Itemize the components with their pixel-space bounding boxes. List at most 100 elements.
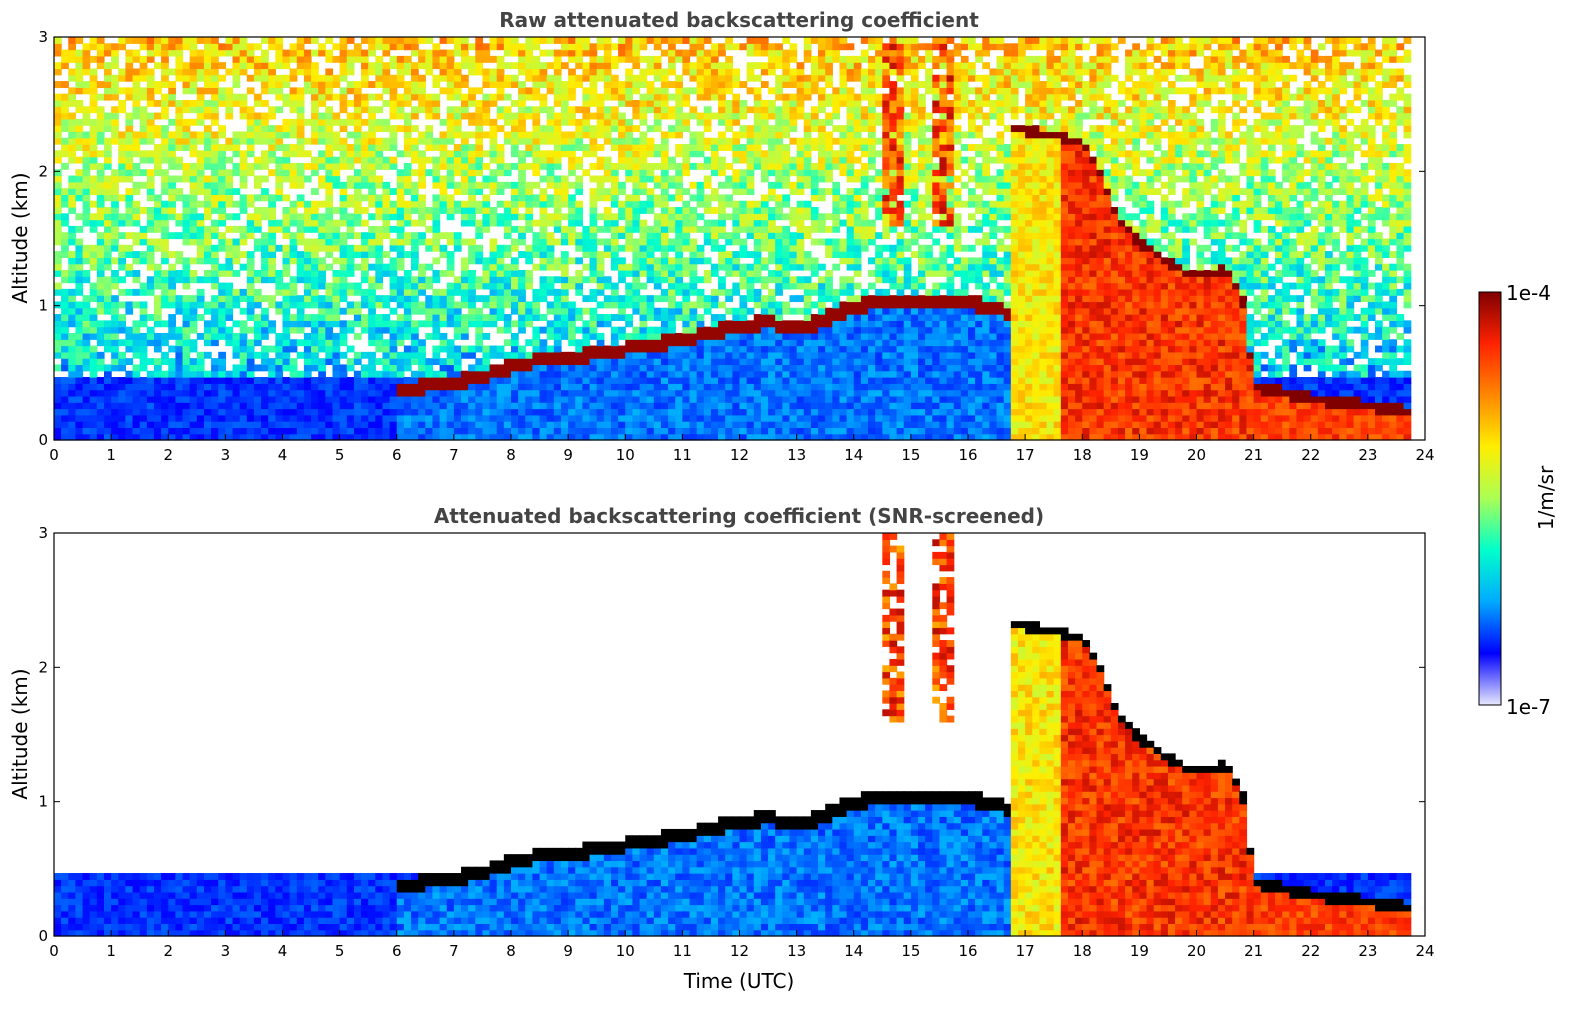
heatmap-cell [732, 112, 741, 120]
heatmap-cell [625, 295, 633, 303]
heatmap-cell [560, 364, 569, 372]
heatmap-cell [603, 295, 612, 303]
heatmap-cell [482, 320, 491, 328]
heatmap-cell [382, 232, 391, 240]
heatmap-cell [432, 269, 441, 277]
heatmap-cell [418, 156, 426, 164]
heatmap-cell [489, 395, 498, 403]
heatmap-cell [75, 364, 84, 372]
heatmap-cell [653, 219, 662, 227]
heatmap-cell [153, 339, 162, 347]
heatmap-cell [375, 200, 384, 208]
heatmap-cell [218, 383, 226, 391]
heatmap-cell [239, 288, 248, 296]
heatmap-cell [475, 125, 484, 133]
heatmap-cell [89, 427, 98, 435]
heatmap-cell [96, 402, 105, 410]
heatmap-cell [61, 402, 69, 410]
heatmap-cell [582, 339, 591, 347]
heatmap-cell [675, 37, 683, 44]
heatmap-cell [675, 339, 683, 347]
heatmap-cell [211, 295, 219, 303]
heatmap-cell [646, 345, 655, 353]
heatmap-cell [646, 93, 655, 101]
heatmap-cell [211, 68, 219, 76]
heatmap-cell [125, 395, 134, 403]
heatmap-cell [339, 332, 348, 340]
heatmap-cell [639, 421, 648, 429]
heatmap-cell [282, 364, 291, 372]
heatmap-cell [568, 137, 576, 145]
heatmap-cell [675, 238, 683, 246]
heatmap-cell [489, 188, 498, 196]
heatmap-cell [675, 181, 683, 189]
heatmap-cell [589, 414, 598, 422]
heatmap-cell [511, 200, 519, 208]
heatmap-cell [153, 225, 162, 233]
heatmap-cell [96, 307, 105, 315]
heatmap-cell [496, 364, 505, 372]
heatmap-cell [639, 68, 648, 76]
heatmap-cell [632, 326, 641, 334]
heatmap-cell [296, 200, 305, 208]
heatmap-cell [82, 301, 91, 309]
heatmap-cell [153, 269, 162, 277]
heatmap-cell [211, 207, 219, 214]
heatmap-cell [453, 81, 462, 88]
heatmap-cell [582, 377, 591, 384]
heatmap-cell [560, 414, 569, 422]
heatmap-cell [475, 181, 484, 189]
heatmap-cell [446, 232, 455, 240]
heatmap-cell [668, 326, 676, 334]
heatmap-cell [239, 332, 248, 340]
heatmap-cell [539, 213, 548, 221]
heatmap-cell [532, 421, 541, 429]
heatmap-cell [532, 162, 541, 170]
heatmap-cell [368, 351, 376, 359]
heatmap-cell [189, 301, 198, 309]
heatmap-cell [332, 414, 341, 422]
heatmap-cell [725, 408, 733, 416]
heatmap-cell [553, 345, 562, 353]
heatmap-cell [203, 125, 212, 133]
heatmap-cell [560, 238, 569, 246]
heatmap-cell [432, 93, 441, 101]
heatmap-cell [289, 320, 298, 328]
heatmap-cell [568, 276, 576, 284]
heatmap-cell [153, 244, 162, 252]
heatmap-cell [139, 282, 148, 290]
heatmap-cell [468, 433, 476, 441]
heatmap-cell [161, 427, 169, 435]
heatmap-cell [610, 194, 619, 202]
heatmap-cell [211, 414, 219, 422]
heatmap-cell [453, 43, 462, 51]
heatmap-cell [432, 74, 441, 82]
heatmap-cell [646, 137, 655, 145]
heatmap-cell [496, 68, 505, 76]
heatmap-cell [418, 213, 426, 221]
heatmap-cell [603, 213, 612, 221]
heatmap-cell [82, 295, 91, 303]
heatmap-cell [361, 62, 369, 70]
heatmap-cell [403, 125, 412, 133]
heatmap-cell [511, 194, 519, 202]
heatmap-cell [553, 156, 562, 164]
heatmap-cell [103, 263, 112, 271]
heatmap-cell [103, 276, 112, 284]
heatmap-cell [668, 364, 676, 372]
heatmap-cell [389, 144, 398, 151]
heatmap-cell [425, 402, 434, 410]
heatmap-cell [753, 408, 762, 416]
heatmap-cell [303, 345, 312, 353]
heatmap-cell [411, 207, 419, 214]
heatmap-cell [275, 383, 284, 391]
heatmap-cell [161, 421, 169, 429]
heatmap-cell [125, 339, 134, 347]
heatmap-cell [539, 358, 548, 366]
heatmap-cell [339, 389, 348, 397]
heatmap-cell [418, 351, 426, 359]
heatmap-cell [382, 339, 391, 347]
heatmap-cell [482, 43, 491, 51]
heatmap-cell [696, 137, 705, 145]
heatmap-cell [660, 106, 669, 114]
